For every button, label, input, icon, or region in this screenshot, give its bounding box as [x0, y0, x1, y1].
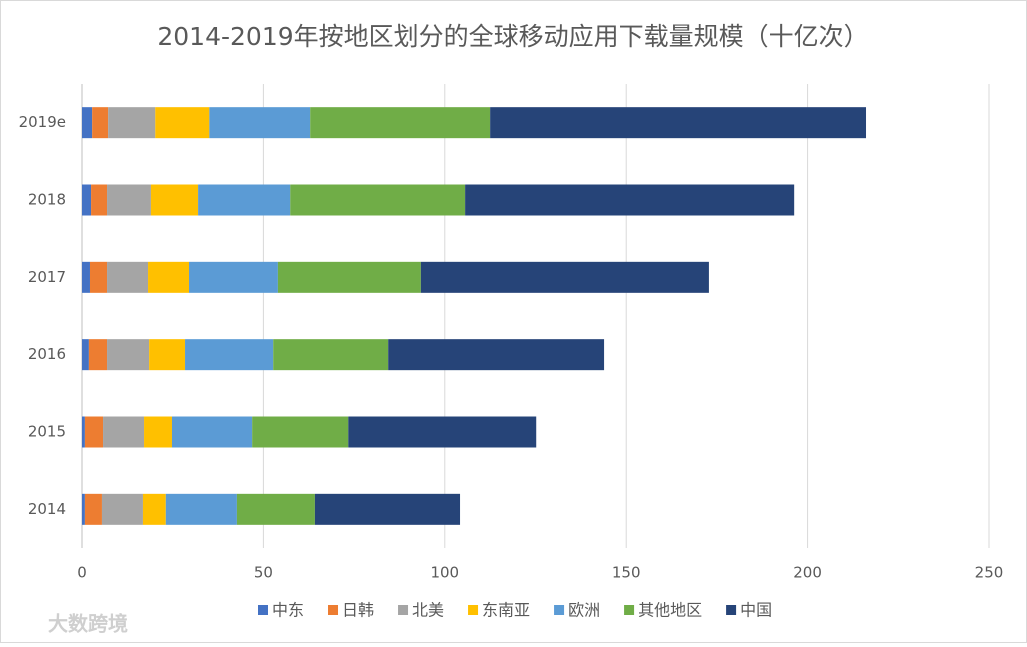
- bar-segment: [91, 184, 108, 216]
- bar-segment: [82, 184, 92, 216]
- y-tick-label: 2018: [28, 191, 66, 209]
- bar-segment: [189, 261, 278, 293]
- y-tick-label: 2019e: [19, 113, 66, 131]
- bar-segment: [108, 107, 156, 139]
- x-tick-label: 0: [77, 564, 87, 582]
- bar-segment: [252, 416, 349, 448]
- bar-segment: [388, 339, 605, 371]
- bar-segment: [88, 339, 108, 371]
- bar-segment: [84, 493, 102, 525]
- legend-label: 中东: [272, 601, 304, 620]
- watermark: 大数跨境: [48, 612, 128, 636]
- y-tick-label: 2014: [28, 500, 66, 518]
- x-tick-label: 150: [612, 564, 641, 582]
- legend-swatch: [398, 605, 409, 615]
- x-tick-label: 250: [975, 564, 1004, 582]
- bar-segment: [82, 339, 89, 371]
- legend-label: 欧洲: [568, 601, 600, 620]
- bar-segment: [103, 416, 145, 448]
- legend-swatch: [328, 605, 339, 615]
- bar-segment: [198, 184, 291, 216]
- bar-segment: [277, 261, 421, 293]
- legend-label: 中国: [740, 601, 772, 620]
- legend-label: 日韩: [342, 601, 374, 620]
- bar-segment: [148, 261, 190, 293]
- y-tick-label: 2015: [28, 423, 66, 441]
- x-tick-label: 200: [793, 564, 822, 582]
- bar-segment: [209, 107, 311, 139]
- bar-segment: [290, 184, 466, 216]
- legend-swatch: [468, 605, 479, 615]
- bar-segment: [107, 184, 151, 216]
- legend-swatch: [624, 605, 635, 615]
- legend-swatch: [554, 605, 565, 615]
- bar-segment: [185, 339, 274, 371]
- bar-segment: [107, 339, 150, 371]
- bar-segment: [490, 107, 867, 139]
- bar-segment: [236, 493, 315, 525]
- bar-segment: [82, 416, 85, 448]
- bar-segment: [465, 184, 795, 216]
- legend-swatch: [258, 605, 268, 615]
- bar-segment: [155, 107, 210, 139]
- bar-segment: [314, 493, 461, 525]
- bar-segment: [101, 493, 143, 525]
- bar-segment: [165, 493, 237, 525]
- bar-segment: [92, 107, 109, 139]
- legend-label: 其他地区: [638, 601, 702, 620]
- x-tick-label: 50: [254, 564, 273, 582]
- bar-segment: [84, 416, 104, 448]
- bar-segment: [82, 493, 85, 525]
- bar-segment: [142, 493, 166, 525]
- bar-segment: [171, 416, 253, 448]
- x-tick-label: 100: [430, 564, 459, 582]
- bar-segment: [149, 339, 186, 371]
- bar-segment: [273, 339, 389, 371]
- bar-segment: [310, 107, 491, 139]
- legend-swatch: [726, 605, 737, 615]
- bar-segment: [107, 261, 149, 293]
- legend-label: 东南亚: [482, 601, 530, 620]
- chart-title: 2014-2019年按地区划分的全球移动应用下载量规模（十亿次）: [157, 22, 868, 51]
- bar-segment: [420, 261, 709, 293]
- bar-segment: [82, 107, 93, 139]
- bar-segment: [89, 261, 108, 293]
- bar-segment: [150, 184, 199, 216]
- bar-segment: [348, 416, 537, 448]
- bar-segment: [82, 261, 90, 293]
- y-tick-label: 2016: [28, 345, 66, 363]
- legend-label: 北美: [412, 601, 444, 620]
- bar-segment: [144, 416, 172, 448]
- y-tick-label: 2017: [28, 268, 66, 286]
